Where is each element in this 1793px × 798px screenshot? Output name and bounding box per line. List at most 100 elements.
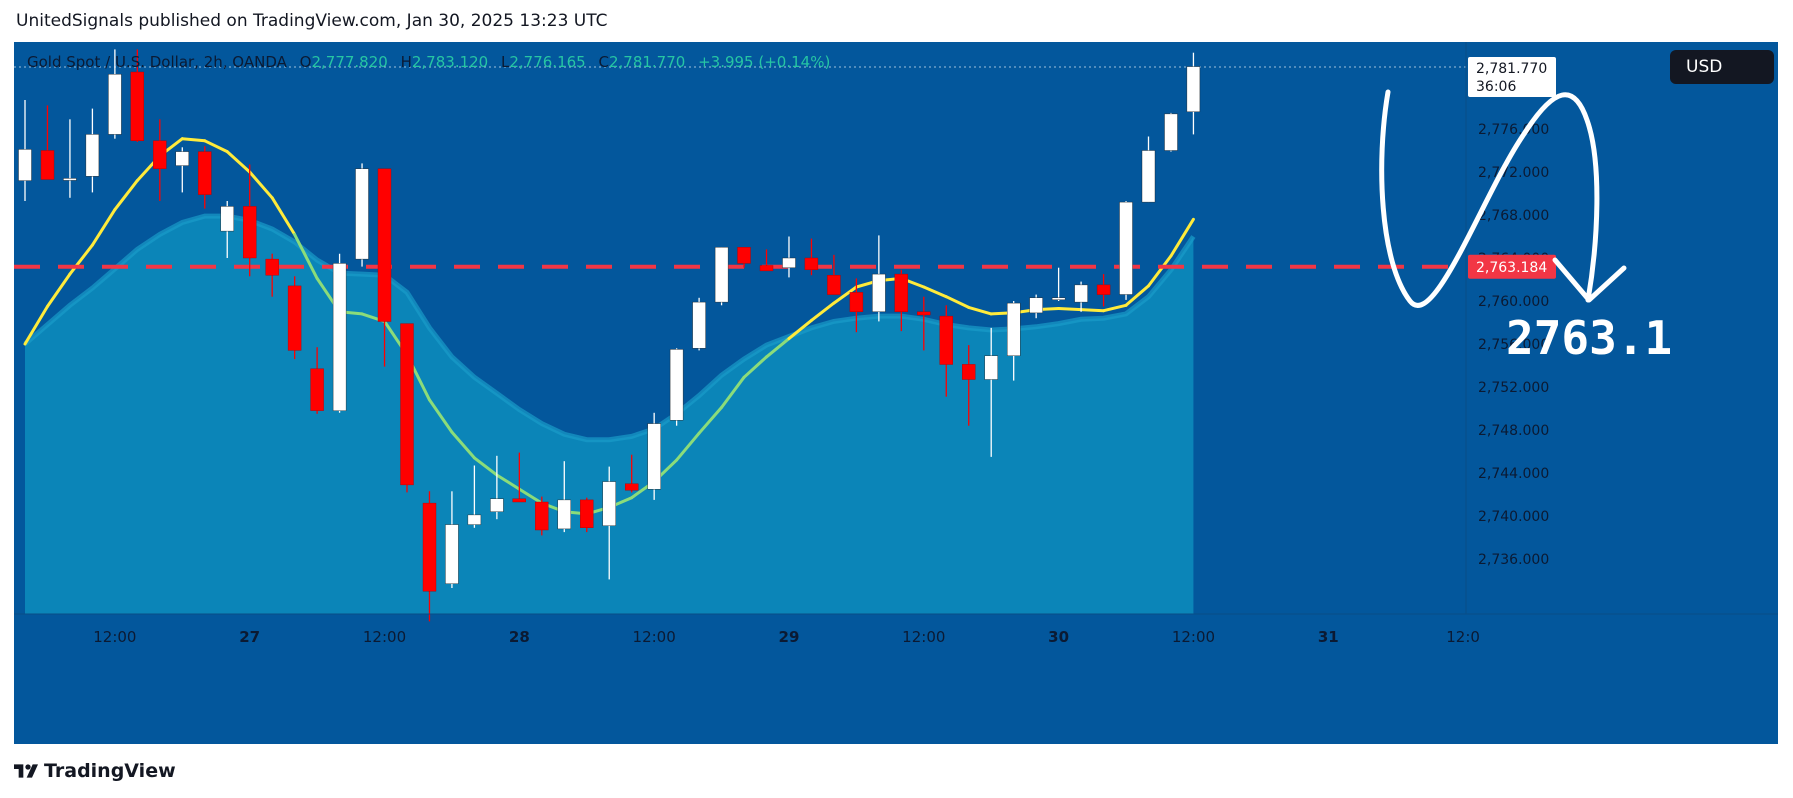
chart-panel[interactable]: 2,736.000 2,740.000 2,744.000 2,748.000 2,75… bbox=[14, 42, 1778, 744]
candle-body bbox=[63, 178, 77, 181]
candle-body bbox=[332, 263, 347, 411]
candle-body bbox=[714, 247, 729, 303]
fast-ma-segment bbox=[944, 295, 971, 309]
high-label: H bbox=[400, 53, 412, 71]
price-axis-bg bbox=[1466, 42, 1778, 744]
price-tick-label: 2,756.000 bbox=[1478, 337, 1549, 353]
candle-body bbox=[872, 273, 886, 312]
candle-body bbox=[647, 423, 661, 490]
candle-body bbox=[669, 349, 684, 421]
candle-body bbox=[1141, 150, 1156, 203]
price-tick-label: 2,740.000 bbox=[1478, 509, 1549, 525]
candle-body bbox=[377, 168, 392, 322]
fast-ma-segment bbox=[787, 318, 813, 341]
fast-ma-segment bbox=[90, 208, 117, 247]
candle-body bbox=[220, 206, 234, 232]
candle-body bbox=[580, 499, 594, 528]
candle-body bbox=[1096, 284, 1111, 295]
price-tick-label: 2,748.000 bbox=[1478, 423, 1549, 439]
candle-body bbox=[40, 150, 55, 180]
low-value: 2,776.165 bbox=[509, 53, 586, 71]
fast-ma-segment bbox=[293, 232, 319, 280]
projection-arrow-icon bbox=[1552, 257, 1627, 303]
candle-body bbox=[355, 168, 369, 260]
fast-ma-segment bbox=[495, 473, 521, 491]
fast-ma-segment bbox=[832, 285, 858, 305]
fast-ma-segment bbox=[922, 285, 948, 299]
fast-ma-segment bbox=[1147, 254, 1173, 288]
fast-ma-segment bbox=[225, 150, 252, 174]
time-tick-label: 12:00 bbox=[633, 628, 676, 646]
last-price-tag bbox=[1468, 56, 1556, 97]
candle-body bbox=[602, 481, 616, 526]
countdown-label: 36:06 bbox=[1476, 79, 1516, 95]
price-tick-label: 2,760.000 bbox=[1478, 294, 1549, 310]
fast-ma-segment bbox=[203, 139, 229, 154]
time-tick-label: 12:00 bbox=[902, 628, 945, 646]
fast-ma-segment bbox=[809, 301, 836, 322]
published-by-line: UnitedSignals published on TradingView.c… bbox=[16, 11, 608, 31]
candle-body bbox=[737, 247, 751, 264]
candle-body bbox=[175, 151, 190, 166]
close-value: 2,781.770 bbox=[608, 53, 686, 71]
low-label: L bbox=[501, 53, 510, 71]
candle-body bbox=[400, 323, 414, 486]
level-price-tag bbox=[1468, 254, 1556, 279]
candle-body bbox=[18, 149, 32, 181]
fast-ma-segment bbox=[180, 137, 207, 143]
price-chart[interactable]: 2,736.000 2,740.000 2,744.000 2,748.000 2,75… bbox=[14, 42, 1778, 744]
candle-body bbox=[782, 257, 796, 268]
change-value: +3.995 (+0.14%) bbox=[698, 53, 831, 71]
candle-body bbox=[1074, 284, 1088, 303]
candle-body bbox=[1029, 297, 1043, 314]
level-annotation: 2763.1 bbox=[1506, 311, 1672, 365]
candle-body bbox=[265, 258, 279, 276]
time-tick-label: 12:00 bbox=[363, 628, 406, 646]
price-tick-label: 2,752.000 bbox=[1478, 380, 1549, 396]
fast-ma-segment bbox=[450, 430, 476, 460]
fast-ma-segment bbox=[1057, 307, 1083, 312]
fast-ma-segment bbox=[472, 456, 499, 477]
candle-body bbox=[198, 151, 212, 195]
symbol-title: Gold Spot / U.S. Dollar, 2h, OANDA bbox=[27, 53, 287, 71]
time-tick-label: 27 bbox=[239, 628, 260, 646]
fast-ma-segment bbox=[1102, 303, 1128, 313]
candle-body bbox=[242, 206, 257, 259]
fast-ma-segment bbox=[1079, 308, 1106, 313]
tradingview-logo-icon bbox=[14, 764, 38, 778]
price-tick-label: 2,736.000 bbox=[1478, 552, 1549, 568]
fast-ma-segment bbox=[428, 398, 454, 434]
fast-ma-segment bbox=[697, 405, 724, 435]
currency-button[interactable]: USD bbox=[1670, 50, 1774, 84]
candle-body bbox=[85, 134, 100, 177]
fast-ma-segment bbox=[270, 196, 297, 236]
candle-body bbox=[759, 265, 774, 272]
candle-body bbox=[445, 524, 459, 584]
time-tick-label: 31 bbox=[1318, 628, 1339, 646]
fast-ma-segment bbox=[967, 305, 993, 316]
candle-body bbox=[804, 257, 819, 271]
candle-body bbox=[1051, 297, 1066, 301]
level-price-label: 2,763.184 bbox=[1476, 260, 1547, 276]
price-tick-label: 2,772.000 bbox=[1478, 165, 1549, 181]
fast-ma-segment bbox=[68, 243, 94, 276]
fast-ma-segment bbox=[1124, 284, 1150, 307]
fast-ma-segment bbox=[742, 355, 768, 379]
slow-ma-area bbox=[25, 216, 1194, 614]
candle-body bbox=[625, 483, 639, 491]
candle-body bbox=[1119, 201, 1133, 295]
fast-ma-segment bbox=[46, 272, 72, 308]
time-tick-label: 12:0 bbox=[1446, 628, 1480, 646]
candle-body bbox=[939, 315, 953, 365]
fast-ma-segment bbox=[23, 304, 49, 346]
candle-body bbox=[422, 502, 437, 592]
last-price-label: 2,781.770 bbox=[1476, 61, 1547, 77]
candle-body bbox=[917, 311, 931, 316]
open-value: 2,777.820 bbox=[311, 53, 388, 71]
candle-body bbox=[153, 140, 167, 169]
fast-ma-segment bbox=[248, 170, 274, 200]
tradingview-brand: TradingView bbox=[44, 760, 176, 782]
candle-body bbox=[535, 501, 549, 531]
candle-body bbox=[849, 292, 864, 312]
tradingview-logo[interactable]: TradingView bbox=[14, 760, 176, 782]
